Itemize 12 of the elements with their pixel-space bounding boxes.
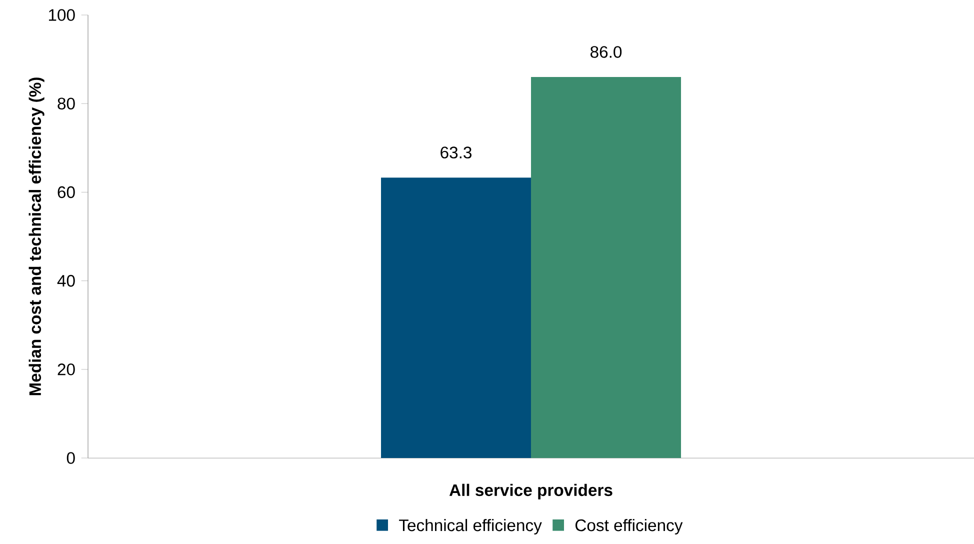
y-tick-label: 20 xyxy=(58,364,75,376)
y-tick-label: 0 xyxy=(66,452,75,464)
y-tick-label: 100 xyxy=(48,9,75,21)
data-label: 63.3 xyxy=(440,146,472,158)
legend-label: Technical efficiency xyxy=(399,518,542,535)
y-tick-label: 80 xyxy=(58,98,75,110)
data-label: 86.0 xyxy=(590,46,622,58)
y-tick-label: 40 xyxy=(57,274,75,287)
x-tick-label: All service providers xyxy=(449,484,612,500)
y-tick-label: 60 xyxy=(58,186,75,198)
y-axis-title: Median cost and technical efficiency (%) xyxy=(28,78,44,396)
legend-label: Cost efficiency xyxy=(575,518,683,535)
